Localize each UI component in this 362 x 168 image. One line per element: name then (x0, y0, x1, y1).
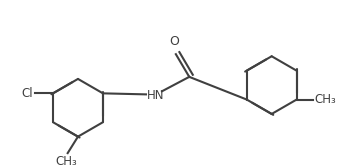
Text: CH₃: CH₃ (56, 155, 77, 168)
Text: HN: HN (147, 89, 164, 102)
Text: O: O (169, 35, 179, 48)
Text: CH₃: CH₃ (314, 93, 336, 106)
Text: Cl: Cl (22, 87, 33, 100)
